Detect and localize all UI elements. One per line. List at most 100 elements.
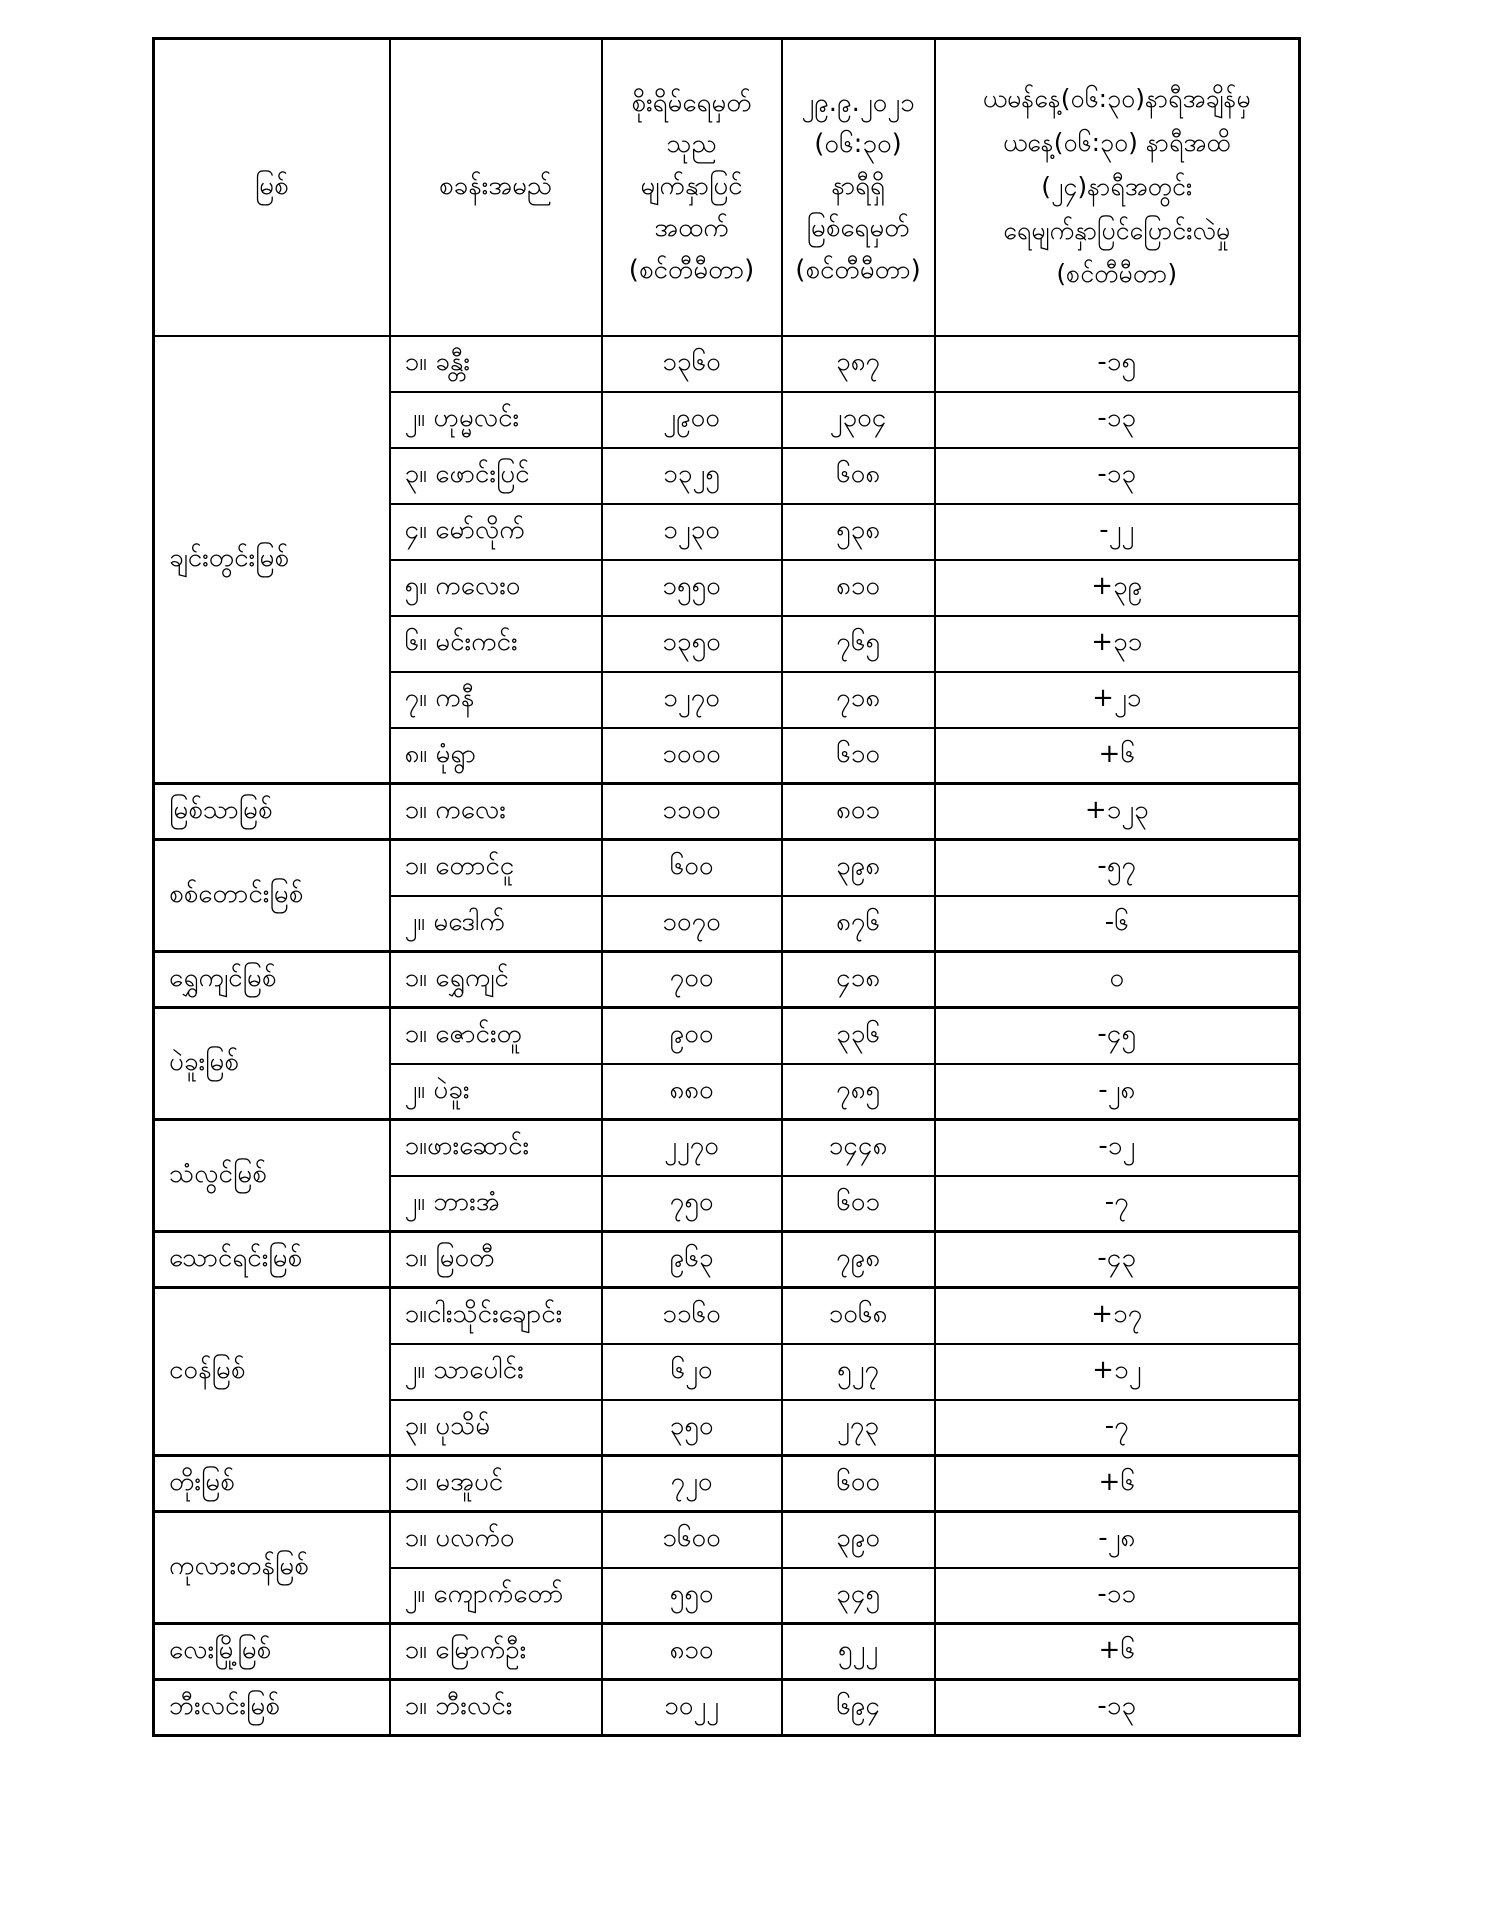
header-line: အထက် bbox=[654, 213, 729, 244]
change-cell: -၁၅ bbox=[933, 334, 1301, 393]
change-cell: -၆ bbox=[933, 894, 1301, 953]
table-row: ၅။ ကလေးဝ ၁၅၅၀ ၈၁၀ +၃၉ bbox=[154, 558, 1301, 617]
change-cell: +၃၉ bbox=[933, 558, 1301, 617]
table-row: ၆။ မင်းကင်း ၁၃၅၀ ၇၆၅ +၃၁ bbox=[154, 614, 1301, 673]
station-name-cell: ၂။ ဟုမ္မလင်း bbox=[388, 390, 603, 449]
table-row: လေးမြို့မြစ် ၁။ မြောက်ဦး ၈၁၀ ၅၂၂ +၆ bbox=[152, 1622, 1301, 1681]
danger-level-cell: ၇၂၀ bbox=[600, 1454, 783, 1513]
header-line: မြစ်ရေမှတ် bbox=[806, 213, 910, 244]
danger-level-cell: ၅၅၀ bbox=[600, 1566, 783, 1625]
water-level-cell: ၇၉၈ bbox=[780, 1230, 936, 1289]
change-cell: ၀ bbox=[933, 950, 1301, 1009]
station-name-cell: ၂။ ပဲခူး bbox=[388, 1062, 603, 1121]
water-level-cell: ၇၁၈ bbox=[780, 670, 936, 729]
header-change-column: ယမန်နေ့(၀၆:၃၀)နာရီအချိန်မှ ယနေ့(၀၆:၃၀) န… bbox=[933, 37, 1301, 337]
header-station-column: စခန်းအမည် bbox=[388, 37, 603, 337]
change-cell: +၆ bbox=[933, 726, 1301, 785]
danger-level-cell: ၁၃၅၀ bbox=[600, 614, 783, 673]
station-name-cell: ၇။ ကနီ bbox=[388, 670, 603, 729]
station-name-cell: ၁။ ဘီးလင်း bbox=[388, 1678, 603, 1737]
table-row: ၃။ ပုသိမ် ၃၅၀ ၂၇၃ -၇ bbox=[154, 1398, 1301, 1457]
station-name-cell: ၈။ မုံရွာ bbox=[388, 726, 603, 785]
water-level-cell: ၆၁၀ bbox=[780, 726, 936, 785]
table-row: စစ်တောင်းမြစ် ၁။ တောင်ငူ ၆၀၀ ၃၉၈ -၅၇ bbox=[152, 838, 1301, 953]
change-cell: +၆ bbox=[933, 1454, 1301, 1513]
station-name-cell: ၁။ ခန္တီး bbox=[388, 334, 603, 393]
header-river-column: မြစ် bbox=[152, 37, 391, 337]
table-row: ရွှေကျင်မြစ် ၁။ ရွှေကျင် ၇၀၀ ၄၁၈၀ bbox=[152, 950, 1301, 1009]
station-name-cell: ၅။ ကလေးဝ bbox=[388, 558, 603, 617]
water-level-cell: ၁၄၄၈ bbox=[780, 1118, 936, 1177]
change-cell: -၅၇ bbox=[933, 838, 1301, 897]
change-cell: -၇ bbox=[933, 1174, 1301, 1233]
header-line: ၂၉.၉.၂၀၂၁ bbox=[801, 87, 915, 118]
river-name-cell: သံလွင်မြစ် bbox=[152, 1118, 391, 1233]
station-name-cell: ၁။ တောင်ငူ bbox=[388, 838, 603, 897]
water-level-cell: ၈၀၁ bbox=[780, 782, 936, 841]
danger-level-cell: ၂၉၀၀ bbox=[600, 390, 783, 449]
danger-level-cell: ၆၀၀ bbox=[600, 838, 783, 897]
header-line: (စင်တီမီတာ) bbox=[1056, 259, 1178, 289]
river-name-cell: တိုးမြစ် bbox=[152, 1454, 391, 1513]
water-level-cell: ၆၀၁ bbox=[780, 1174, 936, 1233]
change-cell: -၁၃ bbox=[933, 1678, 1301, 1737]
table-row: ပဲခူးမြစ် ၁။ ဇောင်းတူ ၉၀၀ ၃၃၆ -၄၅ bbox=[152, 1006, 1301, 1121]
station-name-cell: ၂။ ဘားအံ bbox=[388, 1174, 603, 1233]
river-name-cell: စစ်တောင်းမြစ် bbox=[152, 838, 391, 953]
table-row: ကုလားတန်မြစ် ၁။ ပလက်ဝ ၁၆၀၀ ၃၉၀ -၂၈ bbox=[152, 1510, 1301, 1625]
table-row: မြစ်သာမြစ် ၁။ ကလေး ၁၁၀၀ ၈၀၁ +၁၂၃ bbox=[152, 782, 1301, 841]
table-body: ချင်းတွင်းမြစ် ၁။ ခန္တီး ၁၃၆၀ ၃၈၇ -၁၅ ၂။ ဟုမ္… bbox=[152, 334, 1301, 1737]
water-level-cell: ၄၁၈ bbox=[780, 950, 936, 1009]
river-name-cell: ချင်းတွင်းမြစ် bbox=[152, 334, 391, 785]
header-line: (စင်တီမီတာ) bbox=[795, 255, 921, 286]
header-river-label: မြစ် bbox=[254, 171, 289, 202]
river-name-cell: ဘီးလင်းမြစ် bbox=[152, 1678, 391, 1737]
header-line: မျက်နှာပြင် bbox=[640, 171, 743, 202]
station-name-cell: ၁။ မအူပင် bbox=[388, 1454, 603, 1513]
station-name-cell: ၁။ဖားဆောင်း bbox=[388, 1118, 603, 1177]
danger-level-cell: ၃၅၀ bbox=[600, 1398, 783, 1457]
change-cell: +၆ bbox=[933, 1622, 1301, 1681]
water-level-cell: ၅၂၇ bbox=[780, 1342, 936, 1401]
header-line: စိုးရိမ်ရေမှတ် bbox=[631, 87, 752, 118]
table-row: ချင်းတွင်းမြစ် ၁။ ခန္တီး ၁၃၆၀ ၃၈၇ -၁၅ bbox=[152, 334, 1301, 785]
header-line: (၀၆:၃၀) bbox=[814, 129, 902, 160]
station-name-cell: ၃။ ဖောင်းပြင် bbox=[388, 446, 603, 505]
station-name-cell: ၁။ ကလေး bbox=[388, 782, 603, 841]
change-cell: +၂၁ bbox=[933, 670, 1301, 729]
change-cell: -၂၈ bbox=[933, 1510, 1301, 1569]
table-row: ၂။ ဟုမ္မလင်း ၂၉၀၀ ၂၃၀၄ -၁၃ bbox=[154, 390, 1301, 449]
danger-level-cell: ၁၃၂၅ bbox=[600, 446, 783, 505]
header-line: (၂၄)နာရီအတွင်း bbox=[1041, 171, 1193, 201]
water-level-cell: ၃၉၀ bbox=[780, 1510, 936, 1569]
table-row: သံလွင်မြစ် ၁။ဖားဆောင်း ၂၂၇၀ ၁၄၄၈ -၁၂ bbox=[152, 1118, 1301, 1233]
change-cell: -၂၈ bbox=[933, 1062, 1301, 1121]
danger-level-cell: ၁၆၀၀ bbox=[600, 1510, 783, 1569]
change-cell: -၁၂ bbox=[933, 1118, 1301, 1177]
danger-level-cell: ၁၀၀၀ bbox=[600, 726, 783, 785]
change-cell: -၁၃ bbox=[933, 390, 1301, 449]
danger-level-cell: ၈၁၀ bbox=[600, 1622, 783, 1681]
table-row: ၂။ သာပေါင်း ၆၂၀ ၅၂၇ +၁၂ bbox=[154, 1342, 1301, 1401]
water-level-cell: ၂၃၀၄ bbox=[780, 390, 936, 449]
danger-level-cell: ၈၈၀ bbox=[600, 1062, 783, 1121]
change-cell: -၁၁ bbox=[933, 1566, 1301, 1625]
table-row: တိုးမြစ် ၁။ မအူပင် ၇၂၀ ၆၀၀ +၆ bbox=[152, 1454, 1301, 1513]
river-name-cell: မြစ်သာမြစ် bbox=[152, 782, 391, 841]
danger-level-cell: ၂၂၇၀ bbox=[600, 1118, 783, 1177]
table-row: ၈။ မုံရွာ ၁၀၀၀ ၆၁၀ +၆ bbox=[154, 726, 1301, 785]
river-name-cell: ရွှေကျင်မြစ် bbox=[152, 950, 391, 1009]
change-cell: -၇ bbox=[933, 1398, 1301, 1457]
station-name-cell: ၂။ မဒေါက် bbox=[388, 894, 603, 953]
header-line: ယနေ့(၀၆:၃၀) နာရီအထိ bbox=[1002, 128, 1231, 158]
header-line: ရေမျက်နှာပြင်ပြောင်းလဲမှု bbox=[1003, 215, 1231, 245]
header-danger-level-column: စိုးရိမ်ရေမှတ် သုည မျက်နှာပြင် အထက် (စင်… bbox=[600, 37, 783, 337]
river-name-cell: ကုလားတန်မြစ် bbox=[152, 1510, 391, 1625]
danger-level-cell: ၁၂၇၀ bbox=[600, 670, 783, 729]
danger-level-cell: ၉၀၀ bbox=[600, 1006, 783, 1065]
danger-level-cell: ၁၁၆၀ bbox=[600, 1286, 783, 1345]
river-name-cell: လေးမြို့မြစ် bbox=[152, 1622, 391, 1681]
river-name-cell: ပဲခူးမြစ် bbox=[152, 1006, 391, 1121]
river-water-level-table: မြစ် စခန်းအမည် စိုးရိမ်ရေမှတ် သုည မျက်နှ… bbox=[152, 37, 1301, 1737]
